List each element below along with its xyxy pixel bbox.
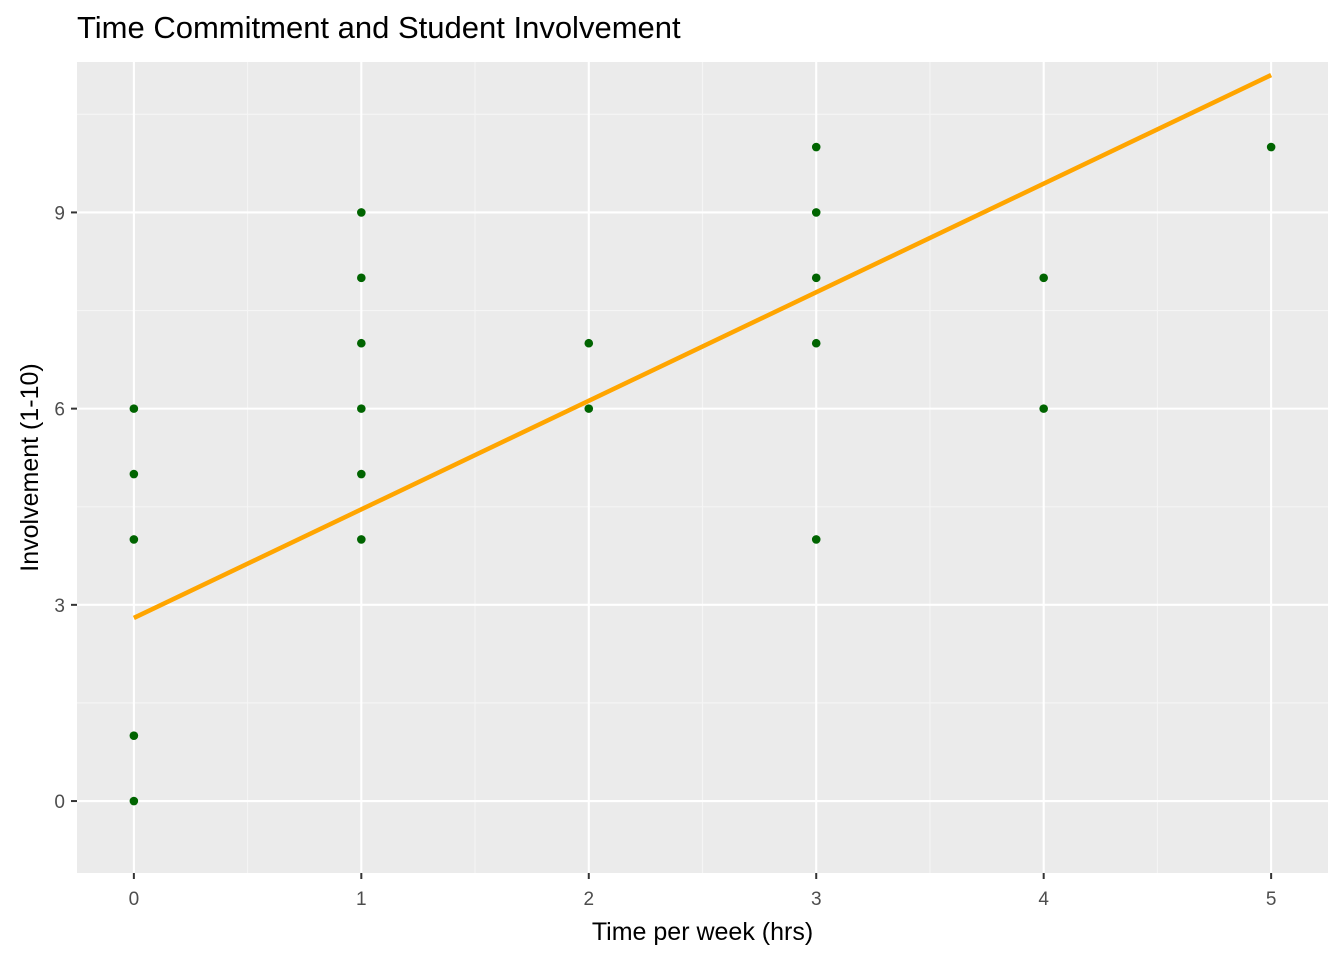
y-tick-label: 6 bbox=[54, 400, 65, 421]
data-point bbox=[357, 404, 366, 413]
data-point bbox=[1266, 142, 1276, 152]
data-point bbox=[584, 404, 594, 413]
data-point bbox=[129, 469, 139, 479]
trend-line-group bbox=[132, 73, 1273, 620]
y-axis: 0 3 6 9 bbox=[54, 203, 77, 813]
major-grid bbox=[77, 62, 1328, 873]
data-point bbox=[357, 469, 366, 479]
x-tick-label: 2 bbox=[583, 889, 594, 910]
y-axis-title: Involvement (1-10) bbox=[16, 363, 44, 571]
data-point bbox=[129, 731, 139, 740]
data-point bbox=[129, 796, 139, 806]
data-point bbox=[357, 208, 366, 217]
data-point bbox=[811, 142, 821, 152]
x-axis-title: Time per week (hrs) bbox=[592, 918, 813, 946]
x-tick-label: 1 bbox=[356, 889, 367, 910]
x-tick-label: 0 bbox=[129, 889, 140, 910]
y-tick-label: 9 bbox=[54, 203, 65, 224]
data-point bbox=[811, 338, 821, 348]
data-point bbox=[357, 273, 366, 283]
x-tick-label: 5 bbox=[1266, 889, 1277, 910]
data-point bbox=[129, 535, 139, 544]
data-point bbox=[811, 273, 821, 283]
data-point bbox=[1039, 404, 1048, 413]
x-tick-label: 3 bbox=[811, 889, 822, 910]
x-axis: 0 1 2 3 4 5 bbox=[129, 873, 1277, 910]
y-tick-label: 0 bbox=[54, 792, 65, 813]
data-point bbox=[584, 338, 594, 348]
data-point bbox=[811, 208, 821, 217]
data-point bbox=[811, 535, 821, 544]
data-point bbox=[129, 404, 139, 413]
data-point bbox=[357, 338, 366, 348]
chart-title: Time Commitment and Student Involvement bbox=[77, 10, 681, 45]
trend-line bbox=[132, 73, 1273, 620]
y-tick-label: 3 bbox=[54, 596, 65, 617]
data-points bbox=[129, 142, 1276, 806]
x-tick-label: 4 bbox=[1038, 889, 1049, 910]
data-point bbox=[1039, 273, 1048, 283]
minor-grid bbox=[77, 62, 1328, 873]
data-point bbox=[357, 535, 366, 544]
